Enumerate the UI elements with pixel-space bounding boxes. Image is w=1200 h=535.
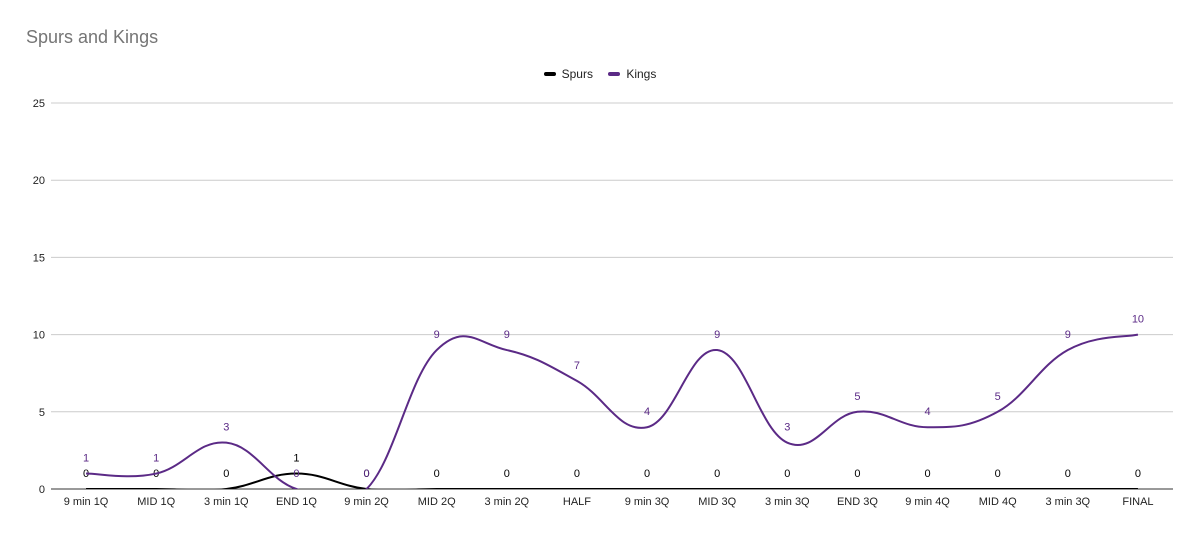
y-tick-label: 15 bbox=[33, 252, 45, 264]
data-label: 0 bbox=[644, 468, 650, 480]
x-tick-label: FINAL bbox=[1122, 496, 1153, 508]
x-tick-label: MID 3Q bbox=[698, 496, 736, 508]
x-tick-label: 9 min 1Q bbox=[64, 496, 109, 508]
data-label: 5 bbox=[854, 391, 860, 403]
data-label: 9 bbox=[714, 329, 720, 341]
data-label: 4 bbox=[925, 406, 931, 418]
data-label: 7 bbox=[574, 360, 580, 372]
x-tick-label: MID 1Q bbox=[137, 496, 175, 508]
data-label: 0 bbox=[925, 468, 931, 480]
x-tick-label: 9 min 2Q bbox=[344, 496, 389, 508]
x-tick-label: 3 min 3Q bbox=[765, 496, 810, 508]
data-label: 0 bbox=[504, 468, 510, 480]
x-tick-label: 3 min 3Q bbox=[1045, 496, 1090, 508]
data-label: 1 bbox=[153, 453, 159, 465]
legend-label: Spurs bbox=[561, 67, 593, 81]
x-tick-label: END 3Q bbox=[837, 496, 878, 508]
x-tick-label: MID 2Q bbox=[418, 496, 456, 508]
x-tick-label: 3 min 1Q bbox=[204, 496, 249, 508]
data-label: 0 bbox=[364, 468, 370, 480]
data-label: 0 bbox=[1065, 468, 1071, 480]
data-label: 10 bbox=[1132, 314, 1144, 326]
data-label: 0 bbox=[854, 468, 860, 480]
x-tick-label: MID 4Q bbox=[979, 496, 1017, 508]
data-label: 1 bbox=[83, 453, 89, 465]
y-tick-label: 0 bbox=[39, 484, 45, 496]
data-label: 4 bbox=[644, 406, 650, 418]
data-label: 0 bbox=[784, 468, 790, 480]
legend-label: Kings bbox=[626, 67, 657, 81]
data-label: 1 bbox=[293, 453, 299, 465]
data-label: 0 bbox=[293, 468, 299, 480]
x-tick-label: HALF bbox=[563, 496, 591, 508]
data-label: 0 bbox=[714, 468, 720, 480]
data-label: 0 bbox=[995, 468, 1001, 480]
y-tick-label: 10 bbox=[33, 330, 45, 342]
data-label: 3 bbox=[223, 422, 229, 434]
y-tick-label: 20 bbox=[33, 175, 45, 187]
data-label: 3 bbox=[784, 422, 790, 434]
x-tick-label: END 1Q bbox=[276, 496, 317, 508]
legend-swatch-icon bbox=[608, 72, 621, 76]
data-label: 9 bbox=[434, 329, 440, 341]
x-tick-label: 9 min 4Q bbox=[905, 496, 950, 508]
y-tick-label: 5 bbox=[39, 407, 45, 419]
legend-item-kings[interactable]: Kings bbox=[608, 67, 656, 81]
chart-title: Spurs and Kings bbox=[26, 27, 159, 47]
legend-swatch-icon bbox=[543, 72, 556, 76]
data-label: 9 bbox=[1065, 329, 1071, 341]
data-label: 9 bbox=[504, 329, 510, 341]
data-label: 0 bbox=[223, 468, 229, 480]
legend-item-spurs[interactable]: Spurs bbox=[543, 67, 593, 81]
series-line-kings bbox=[86, 333, 1139, 489]
data-label: 0 bbox=[574, 468, 580, 480]
data-label: 0 bbox=[434, 468, 440, 480]
data-label: 0 bbox=[1135, 468, 1141, 480]
legend: Spurs Kings bbox=[0, 65, 1200, 81]
x-tick-label: 3 min 2Q bbox=[484, 496, 529, 508]
series-line-spurs bbox=[86, 472, 1138, 489]
x-tick-label: 9 min 3Q bbox=[625, 496, 670, 508]
y-tick-label: 25 bbox=[33, 98, 45, 110]
data-label: 0 bbox=[364, 468, 370, 480]
data-label: 5 bbox=[995, 391, 1001, 403]
